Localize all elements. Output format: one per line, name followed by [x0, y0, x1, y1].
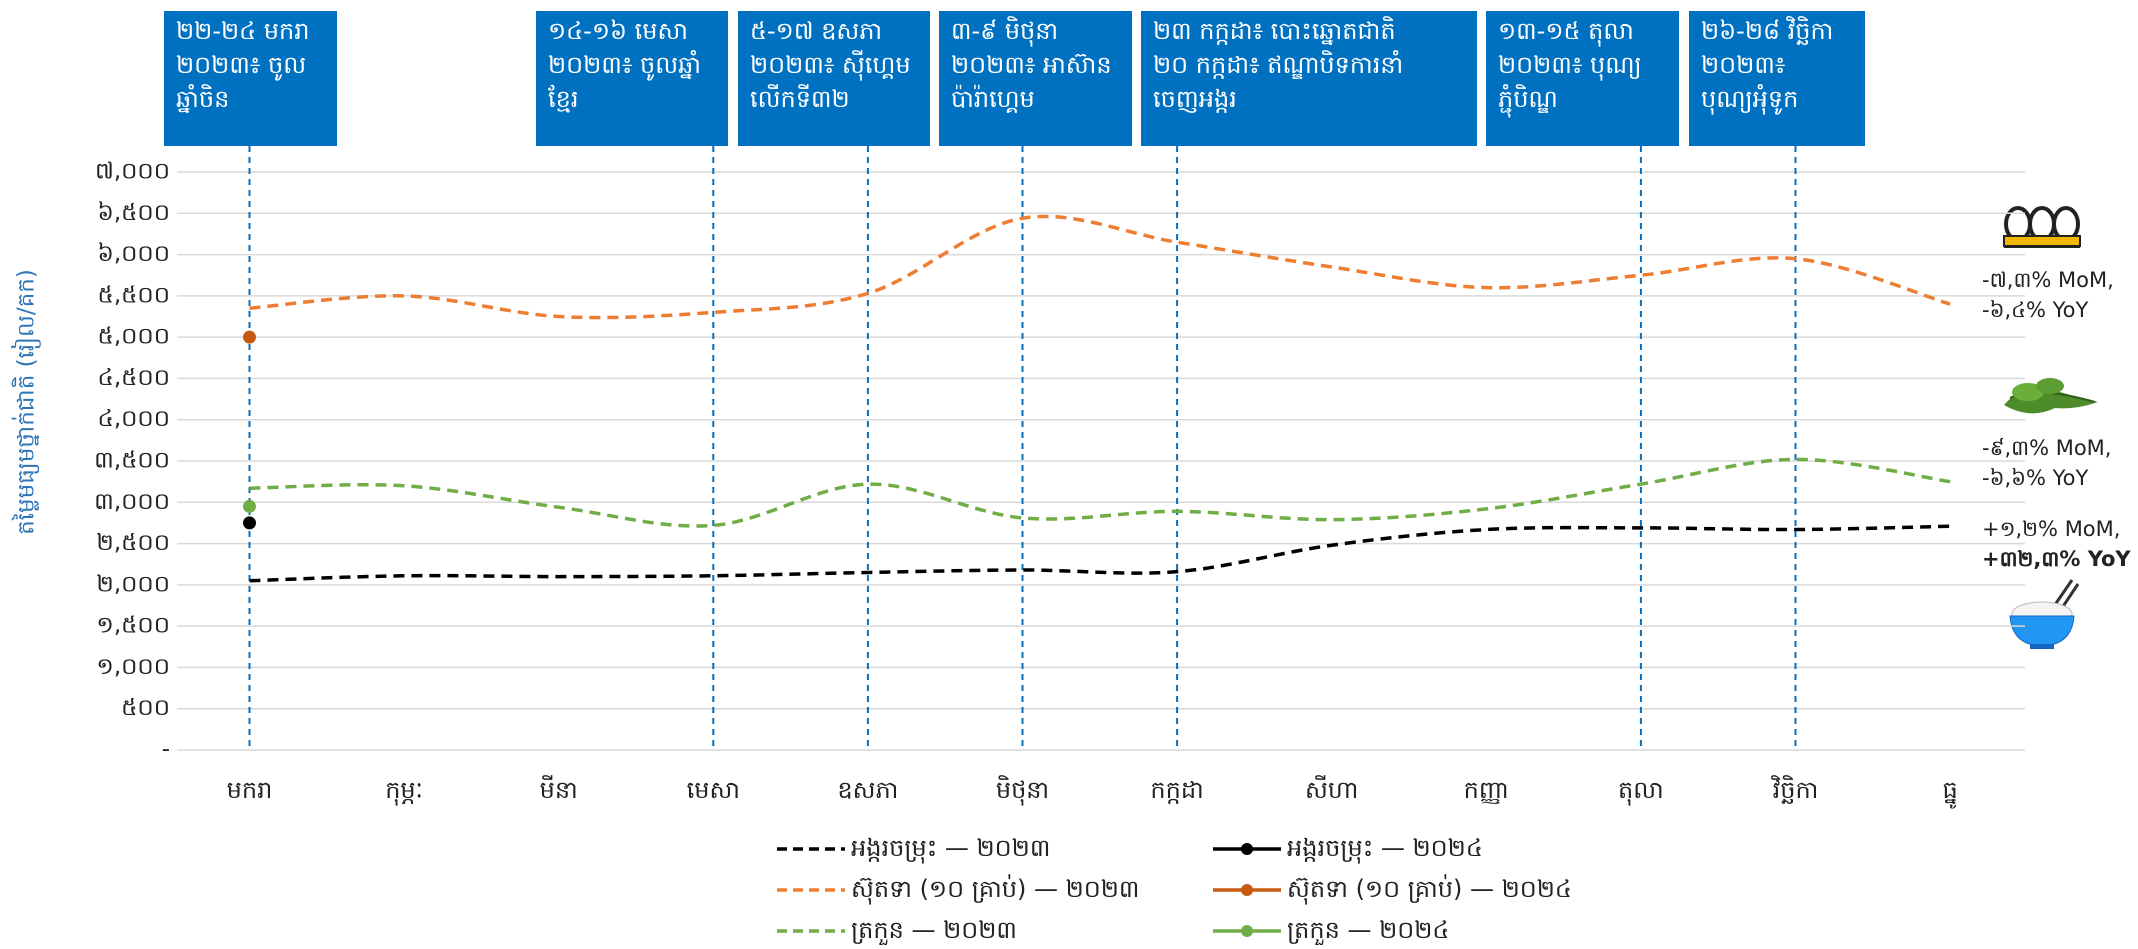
y-tick-label: ៦,០០០: [98, 241, 170, 267]
event-label: ១៤-១៦ មេសា: [548, 17, 688, 45]
x-tick-label: មេសា: [687, 776, 740, 804]
series-line: [249, 457, 1951, 528]
event-label: ៥-១៧ ឧសភា: [750, 17, 882, 45]
event-box: [1486, 11, 1679, 146]
event-label: លើកទី៣២: [750, 84, 850, 113]
event-box: [536, 11, 728, 146]
y-tick-label: ៥,៥០០: [98, 282, 170, 308]
y-tick-label: -: [162, 737, 170, 763]
event-box: [1689, 11, 1865, 146]
x-tick-label: មិថុនា: [996, 775, 1049, 806]
event-label: ២០២៣៖ ស៊ីហ្គេម: [750, 50, 911, 81]
y-tick-label: ៧,០០០: [95, 159, 170, 185]
series-marker: [243, 330, 256, 344]
y-tick-label: ២,០០០: [96, 571, 170, 597]
y-tick-label: ១,៥០០: [96, 613, 170, 639]
series-marker: [243, 499, 256, 513]
event-label: ២០២៣៖ អាស៊ាន: [951, 51, 1112, 79]
series-line: [249, 524, 1951, 583]
annotation: +១,២% MoM,: [1982, 517, 2120, 541]
event-box: [1141, 11, 1477, 146]
event-label: ចេញអង្ករ: [1153, 85, 1237, 113]
x-tick-label: តុលា: [1618, 776, 1664, 806]
annotation: -៦,៦% YoY: [1982, 466, 2089, 490]
legend-marker: [1241, 925, 1253, 937]
event-label: ២៦-២៨ វិច្ឆិកា: [1701, 16, 1833, 45]
y-tick-label: ៤,៥០០: [98, 365, 170, 391]
legend-marker: [1241, 843, 1253, 855]
event-label: ៣-៩ មិថុនា: [951, 16, 1058, 47]
legend-label: ត្រកួន — ២០២៤: [1287, 916, 1449, 945]
rice-bowl-icon: [2009, 579, 2080, 649]
x-tick-label: កញ្ញា: [1464, 776, 1509, 804]
legend-label: អង្ករចម្រុះ — ២០២៤: [1287, 834, 1483, 864]
event-label: ២៣ កក្កដា៖ បោះឆ្នោតជាតិ: [1153, 16, 1396, 45]
y-tick-label: ១,០០០: [96, 654, 170, 680]
event-label: ២០២៣៖ បុណ្យ: [1498, 51, 1642, 81]
event-label: ខ្មែរ: [548, 84, 578, 113]
legend-label: ស៊ុតទា (១០ គ្រាប់) — ២០២៣: [851, 874, 1139, 905]
event-label: ២០ កក្កដា៖ ឥណ្ឌាបិទការនាំ: [1153, 50, 1403, 79]
y-tick-label: ៣,៥០០: [94, 448, 170, 474]
event-box: [738, 11, 930, 146]
event-label: ១៣-១៥ តុលា: [1498, 17, 1634, 47]
y-tick-label: ៣,០០០: [94, 489, 170, 515]
egg-icon: [2003, 206, 2081, 248]
event-label: ២០២៣៖ ចូលឆ្នាំ: [548, 50, 701, 81]
event-label: ២០២៣៖ ចូល: [176, 51, 306, 81]
x-tick-label: កុម្ភៈ: [385, 776, 423, 806]
event-label: ២២-២៤ មករា: [176, 17, 309, 45]
event-label: ប៉ារ៉ាហ្គេម: [951, 84, 1035, 113]
x-tick-label: ឧសភា: [837, 776, 898, 804]
y-tick-label: ៥០០: [121, 695, 170, 721]
event-label: ភ្ជុំបិណ្ឌ: [1498, 84, 1558, 118]
event-box: [164, 11, 337, 146]
y-tick-label: ៤,០០០: [98, 406, 170, 432]
event-label: បុណ្យអុំទូក: [1701, 84, 1798, 115]
annotation: -៩,៣% MoM,: [1982, 436, 2111, 460]
x-tick-label: សីហា: [1305, 775, 1358, 804]
event-box: [939, 11, 1132, 146]
series-line: [249, 214, 1951, 320]
event-label: ២០២៣៖: [1701, 51, 1785, 79]
x-tick-label: មីនា: [540, 775, 578, 804]
annotation: +៣២,៣% YoY: [1982, 547, 2131, 571]
annotation: -៧,៣% MoM,: [1982, 268, 2114, 292]
series-marker: [243, 516, 256, 530]
y-axis-title: តម្លៃមធ្យមថ្នាក់ជាតិ (រៀល/គក): [11, 269, 42, 535]
x-tick-label: ធ្នូ: [1942, 776, 1957, 809]
y-tick-label: ៦,៥០០: [98, 200, 170, 226]
legend-label: ត្រកួន — ២០២៣: [851, 916, 1017, 945]
y-tick-label: ២,៥០០: [96, 530, 170, 556]
x-tick-label: មករា: [227, 776, 273, 804]
y-tick-label: ៥,០០០: [98, 324, 170, 350]
legend-label: ស៊ុតទា (១០ គ្រាប់) — ២០២៤: [1287, 874, 1572, 905]
vegetable-icon: [2004, 378, 2098, 414]
event-label: ឆ្នាំចិន: [176, 84, 229, 113]
x-tick-label: វិច្ឆិកា: [1770, 775, 1818, 804]
annotation: -៦,៤% YoY: [1982, 298, 2089, 322]
x-tick-label: កក្កដា: [1150, 776, 1203, 804]
legend-marker: [1241, 884, 1253, 896]
legend-label: អង្ករចម្រុះ — ២០២៣: [851, 834, 1050, 864]
